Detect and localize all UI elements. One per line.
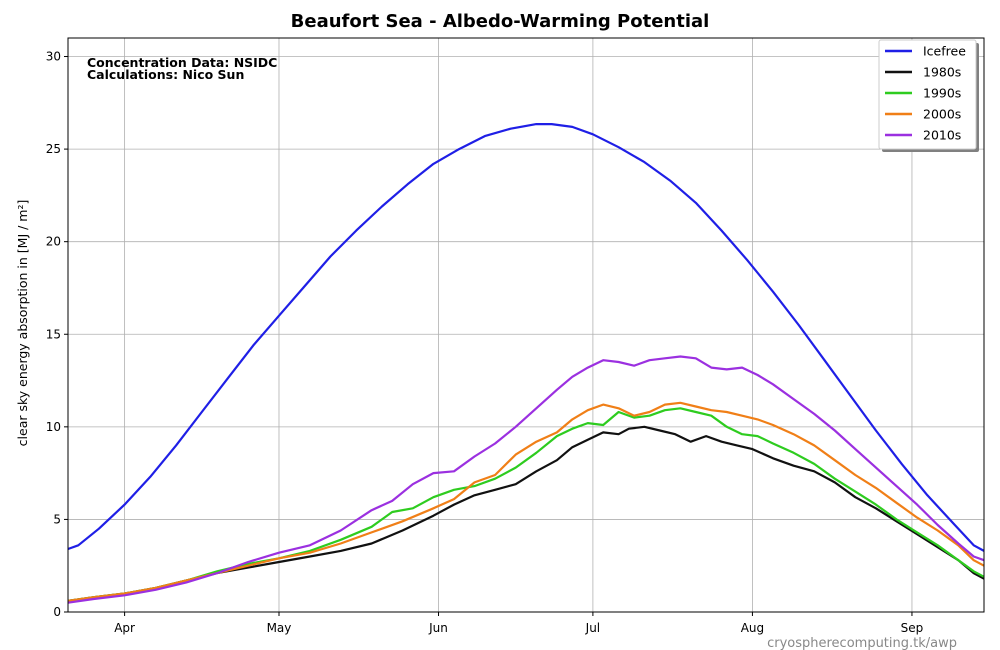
series-line-1980s xyxy=(67,425,985,602)
series-line-2010s xyxy=(67,355,985,604)
y-tick-label: 25 xyxy=(46,142,61,156)
x-tick-label-jul: Jul xyxy=(585,621,600,635)
x-tick-label-aug: Aug xyxy=(741,621,764,635)
y-tick-label: 0 xyxy=(53,605,61,619)
x-tick-label-apr: Apr xyxy=(114,621,135,635)
y-tick-label: 30 xyxy=(46,50,61,64)
plot-frame xyxy=(67,37,985,613)
legend-label-icefree: Icefree xyxy=(923,44,966,59)
y-tick-label: 5 xyxy=(53,512,61,526)
axes: 0 5 10 15 20 25 30 Apr May Jun Jul Aug Sep xyxy=(46,50,924,635)
y-tick-label: 20 xyxy=(46,235,61,249)
series-group xyxy=(67,123,985,604)
chart-title: Beaufort Sea - Albedo-Warming Potential xyxy=(291,11,710,32)
annotation-calculations: Calculations: Nico Sun xyxy=(87,67,244,82)
legend-label-2000s: 2000s xyxy=(923,107,961,122)
y-tick-label: 10 xyxy=(46,420,61,434)
legend-label-1980s: 1980s xyxy=(923,65,961,80)
footer-credit: cryospherecomputing.tk/awp xyxy=(767,636,957,650)
series-line-2000s xyxy=(67,401,985,602)
x-tick-label-may: May xyxy=(267,621,292,635)
legend-label-2010s: 2010s xyxy=(923,128,961,143)
x-tick-label-sep: Sep xyxy=(901,621,924,635)
legend: Icefree 1980s 1990s 2000s 2010s xyxy=(878,39,979,152)
annotation-data-source: Concentration Data: NSIDC xyxy=(87,55,277,70)
plot-area xyxy=(68,38,984,612)
legend-label-1990s: 1990s xyxy=(923,86,961,101)
series-line-icefree xyxy=(67,123,985,552)
x-tick-label-jun: Jun xyxy=(428,621,448,635)
y-tick-label: 15 xyxy=(46,327,61,341)
legend-box xyxy=(878,39,977,150)
y-axis-label: clear sky energy absorption in [MJ / m²] xyxy=(15,200,30,447)
